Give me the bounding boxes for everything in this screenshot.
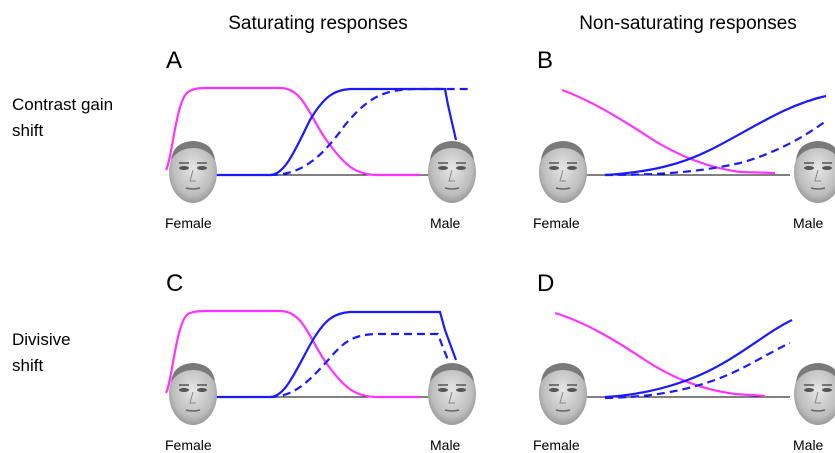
face-icon	[169, 141, 217, 203]
curve	[605, 96, 826, 175]
panel-letter: A	[166, 47, 182, 74]
row-label: shift	[12, 121, 43, 140]
panel: A Female Male	[165, 47, 476, 231]
panel: D Female Male	[533, 270, 835, 453]
panel-letter: D	[537, 270, 554, 297]
axis-end-label: Male	[430, 437, 461, 453]
curve	[555, 313, 765, 396]
row-label: Contrast gain	[12, 95, 113, 114]
figure: Saturating responses Non-saturating resp…	[0, 0, 835, 453]
axis-end-label: Female	[533, 215, 580, 231]
curve	[215, 89, 456, 175]
panel-letter: B	[537, 47, 553, 74]
row-label: shift	[12, 356, 43, 375]
face-icon	[539, 141, 587, 203]
column-title: Non-saturating responses	[579, 13, 797, 34]
panel: B Female Male	[533, 47, 835, 231]
face-icon	[428, 363, 476, 425]
axis-end-label: Female	[165, 215, 212, 231]
axis-end-label: Female	[165, 437, 212, 453]
axis-end-label: Male	[793, 437, 824, 453]
axis-end-label: Female	[533, 437, 580, 453]
face-icon	[169, 363, 217, 425]
axis-end-label: Male	[793, 215, 824, 231]
face-icon	[794, 363, 835, 425]
face-icon	[428, 141, 476, 203]
panel: C Female Male	[165, 270, 476, 453]
face-icon	[539, 363, 587, 425]
row-label: Divisive	[12, 330, 71, 349]
axis-end-label: Male	[430, 215, 461, 231]
curve	[215, 312, 456, 397]
panel-letter: C	[166, 270, 183, 297]
face-icon	[794, 141, 835, 203]
curve	[270, 334, 448, 397]
column-title: Saturating responses	[228, 13, 408, 34]
